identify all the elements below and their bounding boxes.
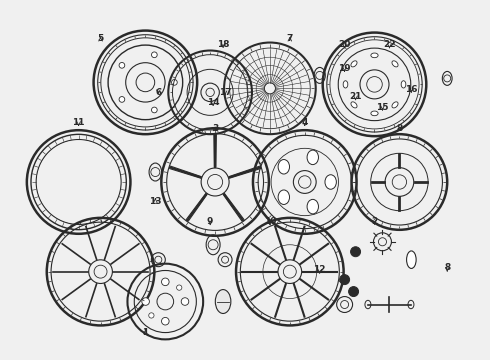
Ellipse shape bbox=[307, 150, 318, 165]
Text: 5: 5 bbox=[98, 34, 104, 43]
Ellipse shape bbox=[351, 102, 357, 108]
Text: 16: 16 bbox=[405, 85, 417, 94]
Text: 1: 1 bbox=[142, 328, 148, 337]
Text: 18: 18 bbox=[217, 40, 229, 49]
Circle shape bbox=[181, 298, 189, 305]
Circle shape bbox=[149, 313, 154, 318]
Circle shape bbox=[119, 63, 125, 68]
Circle shape bbox=[151, 52, 157, 58]
Ellipse shape bbox=[351, 61, 357, 67]
Text: 9: 9 bbox=[207, 217, 213, 226]
Ellipse shape bbox=[401, 81, 406, 88]
Ellipse shape bbox=[392, 102, 398, 108]
Text: 12: 12 bbox=[314, 265, 326, 274]
Ellipse shape bbox=[392, 61, 398, 67]
Circle shape bbox=[176, 285, 182, 290]
Ellipse shape bbox=[278, 190, 290, 204]
Text: 4: 4 bbox=[301, 118, 308, 127]
Text: 7: 7 bbox=[287, 34, 293, 43]
Text: 8: 8 bbox=[396, 124, 402, 133]
Text: 14: 14 bbox=[207, 98, 220, 107]
Text: 17: 17 bbox=[219, 88, 231, 97]
Circle shape bbox=[37, 140, 120, 224]
Text: 10: 10 bbox=[264, 217, 276, 226]
Text: 6: 6 bbox=[155, 88, 162, 97]
Circle shape bbox=[119, 96, 125, 102]
Ellipse shape bbox=[215, 289, 231, 314]
Text: 8: 8 bbox=[444, 263, 450, 272]
Text: 22: 22 bbox=[383, 40, 396, 49]
Circle shape bbox=[162, 278, 169, 285]
Circle shape bbox=[162, 318, 169, 325]
Text: 13: 13 bbox=[149, 197, 162, 206]
Ellipse shape bbox=[371, 53, 378, 58]
Ellipse shape bbox=[278, 159, 290, 174]
Ellipse shape bbox=[371, 111, 378, 116]
Ellipse shape bbox=[407, 251, 416, 269]
Text: 19: 19 bbox=[338, 64, 351, 73]
Text: 21: 21 bbox=[349, 92, 362, 101]
Circle shape bbox=[350, 247, 361, 257]
Text: 2: 2 bbox=[371, 217, 378, 226]
Circle shape bbox=[348, 287, 359, 297]
Circle shape bbox=[151, 107, 157, 113]
Circle shape bbox=[172, 80, 177, 85]
Circle shape bbox=[340, 275, 349, 285]
Ellipse shape bbox=[307, 199, 318, 214]
Text: 11: 11 bbox=[73, 118, 85, 127]
Text: 20: 20 bbox=[339, 40, 351, 49]
Circle shape bbox=[142, 298, 149, 305]
Ellipse shape bbox=[343, 81, 348, 88]
Ellipse shape bbox=[325, 175, 336, 189]
Text: 3: 3 bbox=[212, 124, 218, 133]
Text: 15: 15 bbox=[376, 103, 389, 112]
